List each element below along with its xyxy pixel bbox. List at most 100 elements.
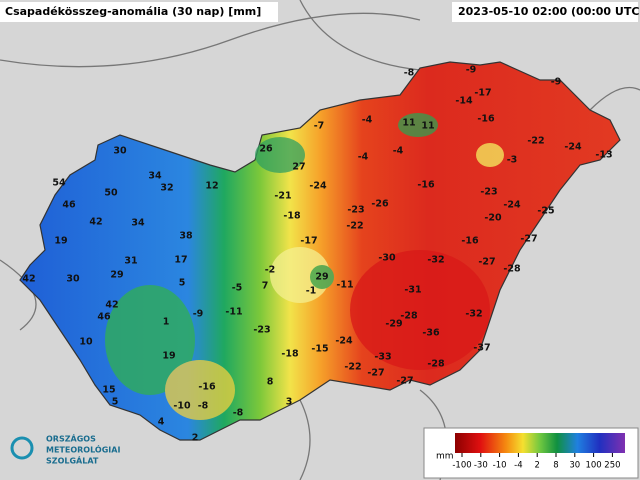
anomaly-label: -4: [358, 152, 369, 163]
anomaly-label: 42: [22, 274, 35, 285]
logo-text: ORSZÁGOS: [46, 433, 96, 444]
anomaly-label: 42: [89, 217, 102, 228]
anomaly-label: -32: [465, 309, 482, 320]
anomaly-label: -17: [300, 236, 317, 247]
anomaly-label: -22: [346, 221, 363, 232]
anomaly-label: 32: [160, 183, 173, 194]
anomaly-label: -33: [374, 352, 391, 363]
anomaly-label: 31: [124, 256, 137, 267]
anomaly-label: 1: [163, 317, 170, 328]
anomaly-label: -32: [427, 255, 444, 266]
anomaly-label: -27: [367, 368, 384, 379]
anomaly-label: 27: [292, 162, 305, 173]
datetime: 2023-05-10 02:00 (00:00 UTC): [458, 5, 640, 18]
anomaly-label: -16: [477, 114, 495, 125]
anomaly-label: 46: [97, 312, 111, 323]
anomaly-label: -28: [400, 311, 418, 322]
anomaly-label: -23: [480, 187, 497, 198]
anomaly-label: 50: [104, 188, 118, 199]
legend-unit: mm: [436, 452, 454, 462]
anomaly-label: 19: [54, 236, 67, 247]
anomaly-label: -3: [507, 155, 518, 166]
anomaly-label: -23: [347, 205, 364, 216]
anomaly-label: -30: [378, 253, 396, 264]
anomaly-label: 17: [174, 255, 187, 266]
anomaly-label: -27: [478, 257, 495, 268]
anomaly-label: -24: [335, 336, 353, 347]
anomaly-label: -8: [233, 408, 244, 419]
anomaly-label: -8: [404, 68, 415, 79]
anomaly-label: -15: [311, 344, 328, 355]
anomaly-label: -9: [193, 309, 204, 320]
anomaly-label: -25: [537, 206, 554, 217]
logo-icon: [10, 436, 34, 460]
legend-bar: [455, 433, 625, 453]
legend-tick-label: -100: [452, 461, 471, 471]
anomaly-label: -18: [283, 211, 301, 222]
anomaly-label: -1: [306, 286, 317, 297]
legend-tick-label: 250: [604, 461, 620, 471]
anomaly-label: -22: [344, 362, 361, 373]
legend-tick-label: 100: [585, 461, 601, 471]
anomaly-label: -5: [232, 283, 243, 294]
anomaly-label: 3: [286, 397, 293, 408]
anomaly-label: 5: [112, 397, 119, 408]
anomaly-label: 5: [179, 278, 186, 289]
anomaly-label: 11: [421, 121, 434, 132]
anomaly-label: 29: [110, 270, 123, 281]
anomaly-label: -11: [336, 280, 353, 291]
title-box: [0, 2, 278, 22]
logo-text: METEOROLÓGIAI: [46, 444, 120, 455]
anomaly-label: -24: [309, 181, 327, 192]
anomaly-label: -31: [404, 285, 421, 296]
anomaly-label: 7: [262, 281, 269, 292]
anomaly-label: 2: [192, 433, 199, 444]
legend-tick-label: 2: [534, 461, 539, 471]
anomaly-label: -23: [253, 325, 270, 336]
anomaly-label: -20: [484, 213, 502, 224]
anomaly-label: -17: [474, 88, 491, 99]
legend-tick-label: 30: [569, 461, 580, 471]
anomaly-label: 11: [402, 118, 415, 129]
anomaly-label: -29: [385, 319, 402, 330]
anomaly-label: 54: [52, 178, 66, 189]
anomaly-blobs: [105, 113, 504, 420]
anomaly-label: -27: [520, 234, 537, 245]
anomaly-label: -24: [564, 142, 582, 153]
anomaly-label: 4: [158, 417, 165, 428]
anomaly-label: -10: [173, 401, 191, 412]
title: Csapadékösszeg-anomália (30 nap) [mm]: [5, 5, 261, 18]
anomaly-label: 30: [113, 146, 127, 157]
anomaly-label: 46: [62, 200, 76, 211]
anomaly-label: -2: [265, 265, 276, 276]
anomaly-label: -14: [455, 96, 473, 107]
anomaly-label: -9: [466, 65, 477, 76]
anomaly-label: -37: [473, 343, 490, 354]
anomaly-label: 38: [179, 231, 193, 242]
anomaly-label: 19: [162, 351, 175, 362]
anomaly-label: -16: [461, 236, 479, 247]
legend-tick-label: -30: [474, 461, 488, 471]
anomaly-label: -28: [503, 264, 521, 275]
anomaly-label: -11: [225, 307, 242, 318]
datetime-box: [452, 2, 638, 22]
anomaly-label: -7: [314, 121, 325, 132]
anomaly-label: -21: [274, 191, 291, 202]
anomaly-label: -9: [551, 77, 562, 88]
legend-tick-label: -10: [493, 461, 507, 471]
anomaly-label: -16: [198, 382, 216, 393]
anomaly-label: 34: [148, 171, 162, 182]
anomaly-label: -16: [417, 180, 435, 191]
anomaly-label: -36: [422, 328, 440, 339]
anomaly-label: -22: [527, 136, 544, 147]
anomaly-label: 12: [205, 181, 218, 192]
anomaly-label: 8: [267, 377, 274, 388]
anomaly-label: -13: [595, 150, 612, 161]
anomaly-label: 30: [66, 274, 80, 285]
anomaly-label: -26: [371, 199, 389, 210]
legend-tick-label: -4: [514, 461, 522, 471]
logo: ORSZÁGOS METEOROLÓGIAI SZOLGÁLAT: [10, 433, 120, 466]
